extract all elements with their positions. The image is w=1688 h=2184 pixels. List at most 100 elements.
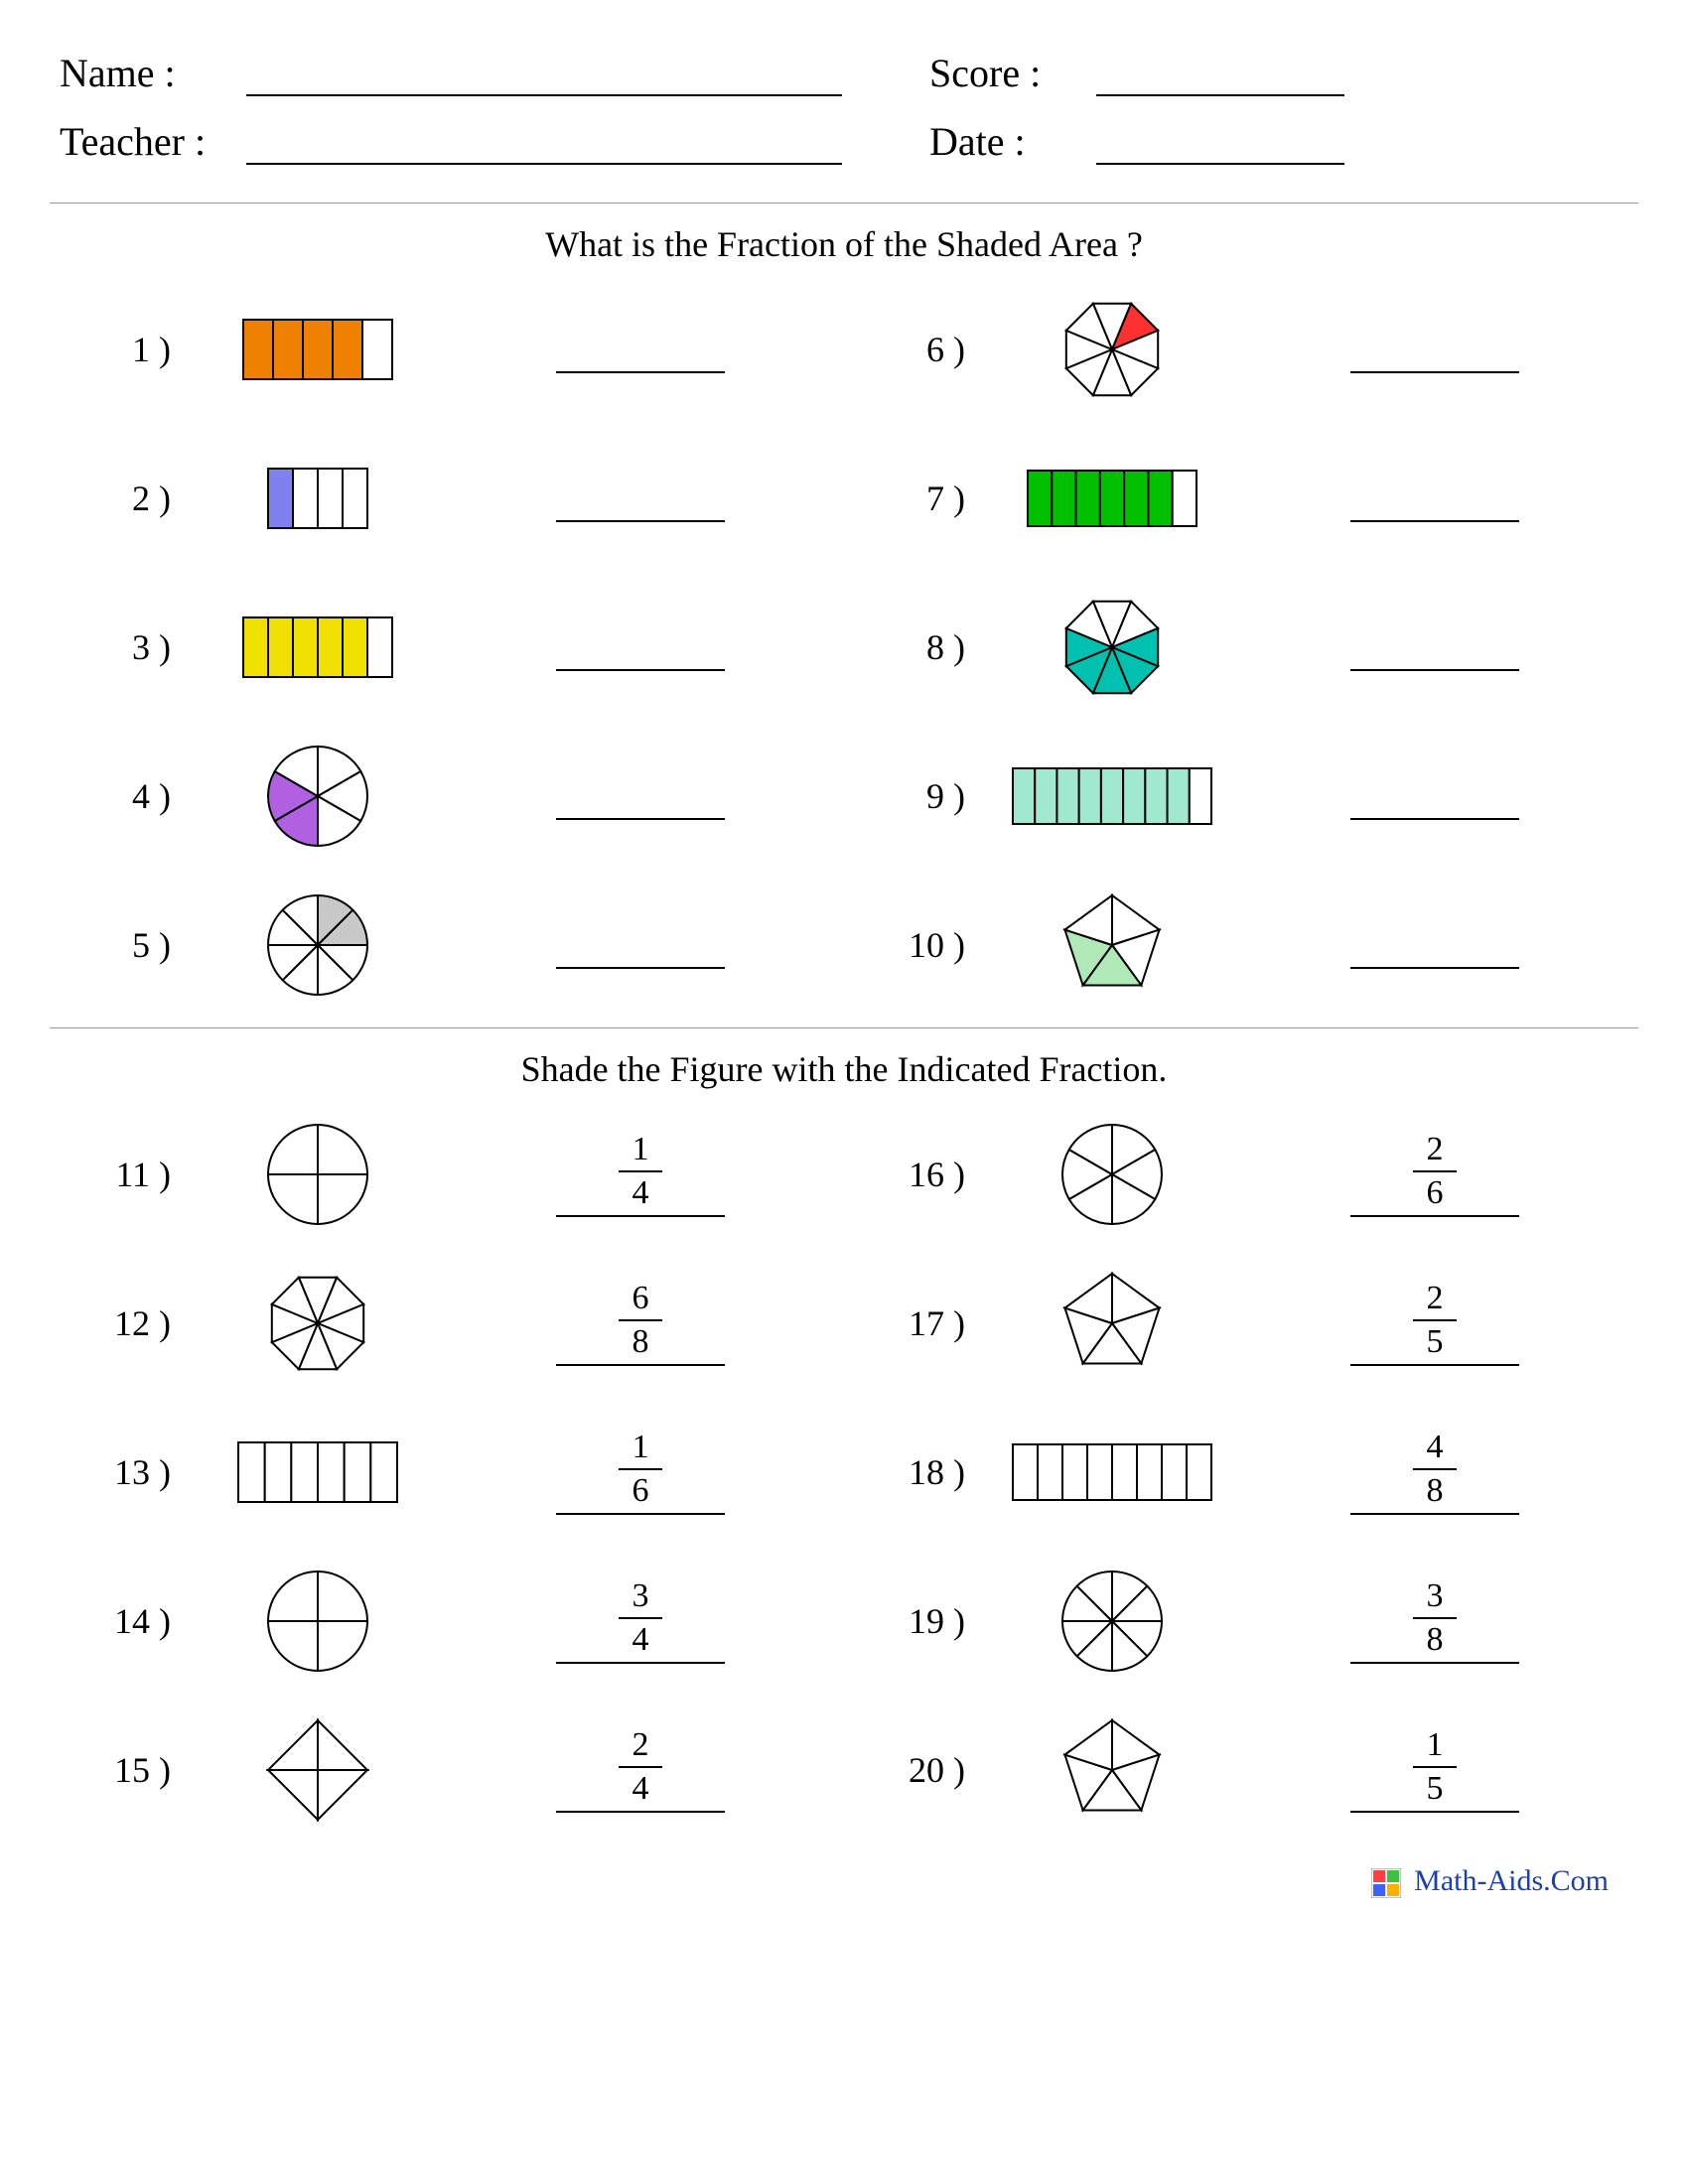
problem-row: 10 ) [854,871,1628,1020]
answer-cell [447,475,834,522]
problem-shape[interactable] [189,1272,447,1375]
fraction-bar [619,1617,662,1619]
problem-shape[interactable] [983,1570,1241,1673]
fraction-denominator: 8 [627,1324,655,1360]
problem-shape[interactable] [983,1272,1241,1375]
problem-number: 18 ) [854,1451,983,1493]
fraction-bar [1413,1170,1457,1172]
section2-title: Shade the Figure with the Indicated Frac… [50,1048,1638,1090]
problem-row: 5 ) [60,871,834,1020]
problem-row: 6 ) [854,275,1628,424]
fraction-numerator: 4 [1421,1430,1450,1465]
problem-row: 18 ) 4 8 [854,1398,1628,1547]
problem-row: 4 ) [60,722,834,871]
fraction-numerator: 2 [1421,1281,1450,1316]
problem-number: 12 ) [60,1302,189,1344]
problem-shape [189,615,447,679]
answer-line[interactable] [556,921,725,969]
problem-number: 7 ) [854,478,983,519]
fraction-cell: 1 5 [1241,1727,1628,1812]
logo-icon [1371,1868,1401,1898]
problem-shape[interactable] [983,1442,1241,1502]
fraction-denominator: 5 [1421,1771,1450,1807]
fraction-cell: 2 5 [1241,1281,1628,1365]
fraction: 2 4 [619,1727,662,1806]
answer-line[interactable] [556,475,725,522]
problem-row: 19 ) 3 8 [854,1547,1628,1696]
fraction: 3 4 [619,1578,662,1657]
problem-row: 15 ) 2 4 [60,1696,834,1844]
problem-number: 14 ) [60,1600,189,1642]
score-line[interactable] [1096,57,1344,96]
fraction-denominator: 4 [627,1771,655,1807]
answer-line[interactable] [556,772,725,820]
problem-number: 10 ) [854,924,983,966]
fraction-cell: 2 6 [1241,1132,1628,1216]
footer-text: Math-Aids.Com [1414,1864,1609,1897]
header-row-2: Teacher : Date : [60,118,1628,165]
fraction-cell: 3 4 [447,1578,834,1663]
answer-line[interactable] [1350,326,1519,373]
answer-line[interactable] [1350,772,1519,820]
name-label: Name : [60,50,238,96]
fraction-cell: 2 4 [447,1727,834,1812]
fraction-numerator: 2 [1421,1132,1450,1167]
fraction-underline: 2 4 [556,1727,725,1812]
divider-top [50,203,1638,204]
fraction-cell: 3 8 [1241,1578,1628,1663]
fraction-denominator: 6 [1421,1175,1450,1211]
fraction-bar [1413,1617,1457,1619]
fraction-denominator: 4 [627,1622,655,1658]
problem-shape[interactable] [189,1718,447,1822]
fraction-underline: 2 5 [1350,1281,1519,1365]
problem-row: 9 ) [854,722,1628,871]
answer-line[interactable] [556,623,725,671]
problem-row: 11 ) 1 4 [60,1100,834,1249]
fraction: 2 5 [1413,1281,1457,1359]
answer-line[interactable] [556,326,725,373]
answer-line[interactable] [1350,475,1519,522]
problem-shape[interactable] [983,1123,1241,1226]
fraction-denominator: 5 [1421,1324,1450,1360]
fraction-cell: 1 4 [447,1132,834,1216]
fraction-underline: 1 5 [1350,1727,1519,1812]
problem-shape[interactable] [189,1440,447,1504]
fraction: 6 8 [619,1281,662,1359]
fraction: 2 6 [1413,1132,1457,1210]
fraction-numerator: 1 [1421,1727,1450,1763]
fraction-bar [619,1170,662,1172]
problem-number: 8 ) [854,626,983,668]
fraction-bar [1413,1766,1457,1768]
fraction: 4 8 [1413,1430,1457,1508]
problem-row: 17 ) 2 5 [854,1249,1628,1398]
problem-number: 6 ) [854,329,983,370]
fraction-cell: 1 6 [447,1430,834,1514]
worksheet-page: Name : Score : Teacher : Date : What is … [0,0,1688,1928]
problem-shape[interactable] [189,1570,447,1673]
problem-row: 13 ) 1 6 [60,1398,834,1547]
answer-cell [447,326,834,373]
problem-shape [983,469,1241,528]
problem-shape [189,893,447,997]
section1-grid: 1 ) 6 ) 2 ) 7 ) 3 ) 8 ) 4 ) [50,275,1638,1020]
answer-cell [447,623,834,671]
answer-line[interactable] [1350,921,1519,969]
problem-shape[interactable] [983,1718,1241,1822]
problem-number: 2 ) [60,478,189,519]
problem-shape [189,318,447,381]
problem-number: 3 ) [60,626,189,668]
footer: Math-Aids.Com [50,1844,1638,1908]
fraction-numerator: 1 [627,1430,655,1465]
answer-line[interactable] [1350,623,1519,671]
problem-shape[interactable] [189,1123,447,1226]
teacher-line[interactable] [246,125,842,165]
divider-mid [50,1027,1638,1028]
fraction-numerator: 6 [627,1281,655,1316]
fraction-cell: 6 8 [447,1281,834,1365]
date-line[interactable] [1096,125,1344,165]
problem-shape [189,467,447,530]
problem-row: 8 ) [854,573,1628,722]
name-line[interactable] [246,57,842,96]
header-row-1: Name : Score : [60,50,1628,96]
problem-number: 4 ) [60,775,189,817]
